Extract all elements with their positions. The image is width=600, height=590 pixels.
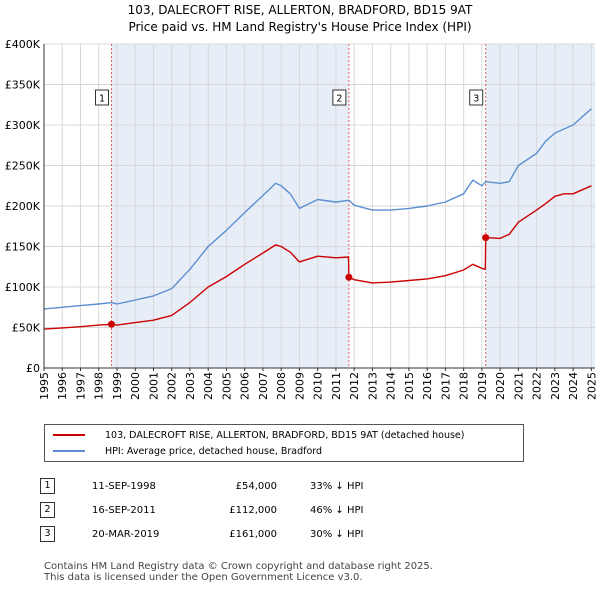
transaction-date: 20-MAR-2019 xyxy=(92,528,160,540)
x-tick-label: 1999 xyxy=(111,372,124,400)
table-row: 3 20-MAR-2019 £161,000 30% ↓ HPI xyxy=(40,522,363,546)
chart-subtitle: Price paid vs. HM Land Registry's House … xyxy=(128,20,472,34)
legend-label-property: 103, DALECROFT RISE, ALLERTON, BRADFORD,… xyxy=(105,429,465,441)
table-row: 2 16-SEP-2011 £112,000 46% ↓ HPI xyxy=(40,498,363,522)
x-tick-label: 2005 xyxy=(220,372,233,400)
x-tick-label: 2015 xyxy=(403,372,416,400)
sale-label-box xyxy=(469,89,484,106)
x-tick-label: 2024 xyxy=(567,372,580,400)
y-tick-label: £150K xyxy=(5,241,41,254)
sale-label-box xyxy=(95,89,110,106)
y-tick-label: £50K xyxy=(12,322,41,335)
x-tick-label: 1996 xyxy=(56,372,69,400)
transaction-number: 3 xyxy=(40,526,55,542)
y-tick-label: £300K xyxy=(5,119,41,132)
legend-item-hpi: HPI: Average price, detached house, Brad… xyxy=(53,444,322,458)
x-tick-label: 2017 xyxy=(439,372,452,400)
sale-label-number: 2 xyxy=(336,94,342,105)
hpi-series-line xyxy=(43,108,592,310)
sale-label-number: 3 xyxy=(473,94,479,105)
price-chart: 1 2 3 £0 £50K £100K £150K £200K £250K £300K £350K… xyxy=(5,38,599,400)
x-tick-label: 2004 xyxy=(202,372,215,400)
sale-point xyxy=(345,273,353,281)
legend-line-property xyxy=(53,434,85,436)
transaction-price: £54,000 xyxy=(235,480,277,492)
x-tick-label: 2022 xyxy=(531,372,544,400)
x-tick-label: 2011 xyxy=(330,372,343,400)
legend-line-hpi xyxy=(53,450,85,452)
transaction-price: £161,000 xyxy=(229,528,277,540)
x-tick-label: 2001 xyxy=(147,372,160,400)
x-tick-label: 2018 xyxy=(458,372,471,400)
legend-label-hpi: HPI: Average price, detached house, Brad… xyxy=(105,445,323,457)
x-tick-label: 1997 xyxy=(74,372,87,400)
sale-label-number: 1 xyxy=(99,94,105,105)
y-tick-label: £250K xyxy=(5,160,41,173)
transaction-hpi: 30% ↓ HPI xyxy=(310,528,364,540)
transaction-date: 16-SEP-2011 xyxy=(92,504,156,516)
transaction-number: 1 xyxy=(40,478,55,494)
x-tick-label: 2016 xyxy=(421,372,434,400)
x-tick-label: 2023 xyxy=(549,372,562,400)
transaction-number: 2 xyxy=(40,502,55,518)
x-tick-label: 2012 xyxy=(348,372,361,400)
transaction-hpi: 46% ↓ HPI xyxy=(310,504,364,516)
x-tick-label: 2006 xyxy=(239,372,252,400)
x-tick-label: 2020 xyxy=(494,372,507,400)
sale-label-box xyxy=(332,89,347,106)
x-tick-label: 2003 xyxy=(184,372,197,400)
x-tick-label: 2025 xyxy=(585,372,598,400)
footer-licence: This data is licensed under the Open Gov… xyxy=(44,572,363,583)
x-tick-label: 2010 xyxy=(312,372,325,400)
x-tick-label: 1998 xyxy=(93,372,106,400)
x-tick-label: 2021 xyxy=(512,372,525,400)
footer-copyright: Contains HM Land Registry data © Crown c… xyxy=(44,561,433,572)
legend-item-property: 103, DALECROFT RISE, ALLERTON, BRADFORD,… xyxy=(53,428,464,442)
transaction-date: 11-SEP-1998 xyxy=(92,480,156,492)
y-tick-label: £200K xyxy=(5,200,41,213)
x-tick-label: 2007 xyxy=(257,372,270,400)
x-tick-label: 2002 xyxy=(166,372,179,400)
x-tick-label: 2009 xyxy=(293,372,306,400)
transaction-price: £112,000 xyxy=(229,504,277,516)
transaction-hpi: 33% ↓ HPI xyxy=(310,480,364,492)
transactions-table: 1 11-SEP-1998 £54,000 33% ↓ HPI 2 16-SEP… xyxy=(40,474,363,546)
x-tick-label: 2013 xyxy=(366,372,379,400)
sale-point xyxy=(482,234,490,242)
legend: 103, DALECROFT RISE, ALLERTON, BRADFORD,… xyxy=(44,424,524,462)
table-row: 1 11-SEP-1998 £54,000 33% ↓ HPI xyxy=(40,474,363,498)
x-tick-label: 1995 xyxy=(38,372,51,400)
x-tick-label: 2008 xyxy=(275,372,288,400)
y-tick-label: £400K xyxy=(5,38,41,51)
x-tick-label: 2014 xyxy=(385,372,398,400)
x-tick-label: 2019 xyxy=(476,372,489,400)
footer: Contains HM Land Registry data © Crown c… xyxy=(44,561,433,583)
x-tick-label: 2000 xyxy=(129,372,142,400)
sale-point xyxy=(108,320,116,328)
y-tick-label: £100K xyxy=(5,281,41,294)
y-tick-label: £0 xyxy=(26,362,40,375)
chart-title: 103, DALECROFT RISE, ALLERTON, BRADFORD,… xyxy=(127,3,473,17)
y-tick-label: £350K xyxy=(5,79,41,92)
